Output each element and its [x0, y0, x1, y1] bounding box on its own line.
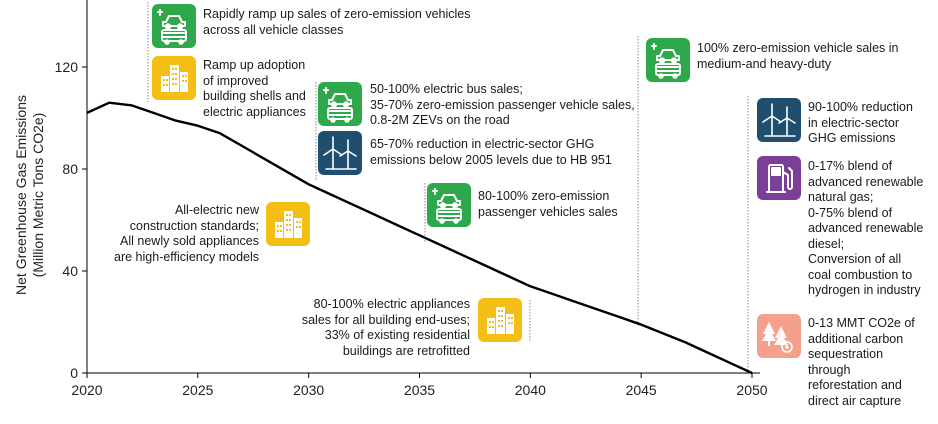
annotation-line: medium-and heavy-duty [697, 56, 832, 71]
annotation-line: hydrogen in industry [808, 283, 921, 297]
annotation-line: construction standards; [129, 218, 259, 233]
y-axis-label: Net Greenhouse Gas Emissions [13, 95, 29, 295]
annotation-line: through [808, 362, 851, 377]
vehicle-car-bus-icon [152, 4, 196, 48]
annotation-line: 80-100% zero-emission [478, 189, 610, 203]
annotation-line: Ramp up adoption [203, 58, 306, 72]
annotation-line: in electric-sector [808, 115, 899, 130]
annotation-2030-electric-sector: 65-70% reduction in electric-sector GHG … [370, 137, 612, 168]
annotation-line: additional carbon [808, 331, 904, 346]
annotation-line: 100% zero-emission vehicle sales in [697, 41, 899, 55]
annotation-line: coal combustion to [808, 267, 913, 282]
y-tick-label: 40 [62, 263, 78, 279]
annotation-line: buildings are retrofitted [342, 343, 470, 358]
x-tick-label: 2030 [293, 382, 324, 398]
annotation-line: All-electric new [174, 203, 259, 217]
annotation-line: diesel; [808, 236, 845, 251]
vehicle-car-bus-icon [318, 82, 362, 126]
x-tick-label: 2050 [736, 382, 767, 398]
annotation-2050-fuels: 0-17% blend of advanced renewable natura… [808, 159, 923, 299]
annotation-line: advanced renewable [808, 221, 924, 235]
annotation-line: are high-efficiency models [114, 249, 259, 264]
annotation-line: All newly sold appliances [120, 234, 259, 248]
buildings-icon [478, 298, 522, 342]
series-line [86, 101, 753, 375]
annotation-line: across all vehicle classes [203, 22, 344, 37]
annotation-line: advanced renewable [808, 174, 924, 189]
annotation-line: natural gas; [808, 190, 874, 204]
annotation-line: 0-17% blend of [808, 159, 893, 173]
annotation-2050-sequestration: 0-13 MMT CO2e of additional carbon seque… [808, 316, 915, 409]
x-tick-label: 2020 [71, 382, 102, 398]
x-tick-label: 2025 [182, 382, 213, 398]
annotation-line: sales for all building end-uses; [301, 312, 470, 327]
y-tick-label: 120 [55, 59, 79, 75]
y-tick-label: 0 [70, 365, 78, 381]
annotation-line: sequestration [808, 347, 884, 361]
annotation-line: electric appliances [203, 104, 306, 119]
annotation-line: GHG emissions [808, 131, 896, 145]
annotation-line: 0-13 MMT CO2e of [808, 316, 915, 330]
annotation-line: 90-100% reduction [808, 100, 913, 114]
y-tick-label: 80 [62, 161, 78, 177]
wind-turbine-icon [757, 98, 801, 142]
annotation-line: 33% of existing residential [324, 328, 470, 342]
annotation-line: emissions below 2005 levels due to HB 95… [370, 152, 612, 167]
annotation-guide-lines [147, 2, 749, 372]
annotation-line: 80-100% electric appliances [313, 297, 470, 311]
annotation-2023-buildings: Ramp up adoption of improved building sh… [203, 58, 306, 120]
vehicle-car-bus-icon [646, 38, 690, 82]
buildings-icon [152, 56, 196, 100]
x-tick-label: 2035 [404, 382, 435, 398]
annotation-line: building shells and [203, 89, 306, 103]
annotation-2050-electric-sector: 90-100% reduction in electric-sector GHG… [808, 100, 913, 147]
annotation-line: passenger vehicles sales [478, 204, 618, 219]
y-ticks: 0 40 80 120 [55, 59, 87, 381]
forest-capture-icon [757, 314, 801, 358]
x-ticks: 2020 2025 2030 2035 2040 2045 2050 [71, 373, 768, 398]
wind-turbine-icon [318, 131, 362, 175]
y-axis-units-label: (Million Metric Tons CO2e) [30, 113, 46, 278]
annotation-line: 0.8-2M ZEVs on the road [370, 113, 510, 127]
annotation-2040-buildings: 80-100% electric appliances sales for al… [302, 297, 470, 359]
axes [86, 0, 760, 374]
annotation-2035-vehicles: 80-100% zero-emission passenger vehicles… [478, 189, 618, 220]
annotation-line: direct air capture [808, 393, 902, 408]
annotation-2030-vehicles: 50-100% electric bus sales; 35-70% zero-… [370, 82, 635, 129]
vehicle-car-bus-icon [427, 183, 471, 227]
annotation-line: Conversion of all [808, 252, 902, 266]
annotation-line: reforestation and [808, 378, 902, 392]
annotation-line: Rapidly ramp up sales of zero-emission v… [203, 7, 471, 21]
annotation-line: 50-100% electric bus sales; [370, 82, 523, 96]
annotation-line: 35-70% zero-emission passenger vehicle s… [370, 97, 635, 112]
x-tick-label: 2040 [515, 382, 546, 398]
annotation-line: 0-75% blend of [808, 205, 893, 220]
x-tick-label: 2045 [626, 382, 657, 398]
annotation-2045-vehicles: 100% zero-emission vehicle sales in medi… [697, 41, 898, 72]
annotation-2023-vehicles: Rapidly ramp up sales of zero-emission v… [203, 7, 470, 38]
fuel-pump-icon [757, 156, 801, 200]
annotation-line: 65-70% reduction in electric-sector GHG [370, 137, 595, 151]
annotation-line: of improved [203, 73, 269, 88]
annotation-2030-buildings: All-electric new construction standards;… [114, 203, 259, 265]
buildings-icon [266, 202, 310, 246]
